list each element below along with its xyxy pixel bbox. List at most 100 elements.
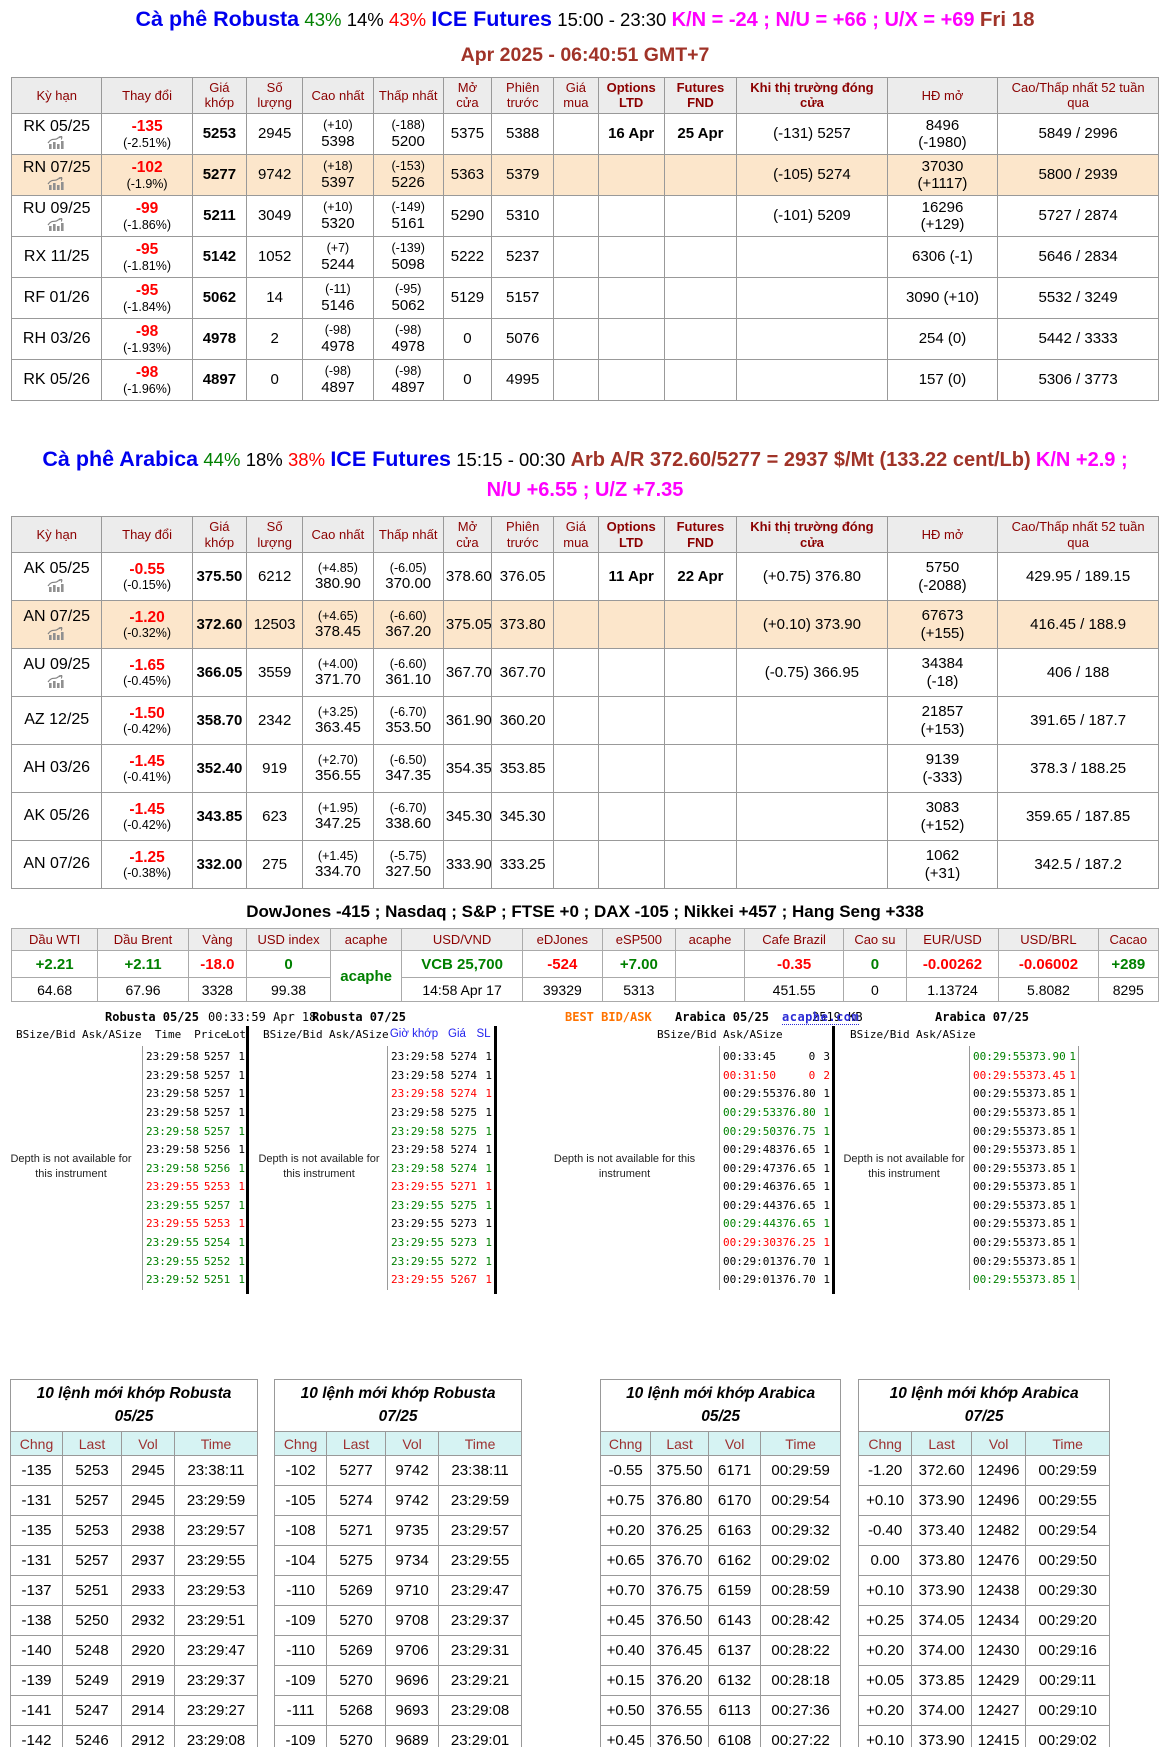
trade-time: 00:29:20: [1025, 1605, 1111, 1637]
tick-row: 23:29:58 5257 1: [143, 1123, 247, 1142]
high-value: 5244: [321, 255, 355, 273]
index-change: -524: [521, 950, 603, 979]
trade-row: +0.20 374.00 12427 00:29:10: [858, 1695, 1111, 1727]
depth-not-available-message: Depth is not available for this instrume…: [258, 1153, 380, 1180]
tick-row: 00:29:30 376.25 1: [720, 1234, 832, 1253]
tick-time: 00:33:45: [723, 1050, 776, 1064]
tick-price: 5274: [450, 1143, 478, 1157]
high-value: 4897: [321, 378, 355, 396]
oi-value: 8496: [925, 116, 960, 134]
tick-row: 00:29:46 376.65 1: [720, 1178, 832, 1197]
arabica-pct-green: 44%: [203, 448, 241, 470]
robusta-pct-black: 14%: [346, 9, 384, 30]
tick-lot: 1: [1069, 1105, 1076, 1119]
tick-price: 373.85: [1025, 1143, 1066, 1157]
cell-options-ltd: [597, 696, 665, 746]
cell-52w-range: 5646 / 2834: [997, 235, 1159, 278]
tick-row: 00:29:55 373.85 1: [970, 1123, 1078, 1142]
market-depth-section: Robusta 05/25 00:33:59 Apr 18 Robusta 07/2…: [0, 1010, 1170, 1295]
trade-last: 376.20: [650, 1665, 710, 1697]
tick-row: 00:29:55 373.85 1: [970, 1197, 1078, 1216]
trade-time: 00:29:30: [1025, 1575, 1111, 1607]
column-header: Kỳ hạn: [10, 76, 103, 114]
mini-chart-icon[interactable]: [14, 176, 99, 191]
cell-high: (+1.95) 347.25: [302, 792, 374, 842]
arabica-pct-red: 38%: [288, 448, 326, 470]
tick-row: 23:29:55 5252 1: [143, 1253, 247, 1272]
high-value: 5398: [321, 132, 355, 150]
depth-panel: BSize/Bid Ask/ASize 00:29:55 373.90 1 00:29:5…: [835, 1028, 1079, 1290]
trade-last: 376.70: [650, 1545, 710, 1577]
trade-row: +0.70 376.75 6159 00:28:59: [600, 1575, 842, 1607]
trades-title: 10 lệnh mới khớp Arabica: [889, 1385, 1079, 1403]
trade-vol: 2945: [121, 1455, 175, 1487]
tick-price: 5257: [203, 1068, 231, 1082]
depth-panel: BSize/Bid Ask/ASize Giờ khớp Giá SL 23:29:58 5…: [249, 1028, 494, 1290]
trades-column-header: Chng: [274, 1431, 328, 1457]
futures-row: RX 11/25 -95 (-1.81%) 5142 1052 (+7) 5244 (-139…: [10, 235, 1159, 278]
tick-time: 00:29:55: [973, 1217, 1026, 1231]
trade-time: 00:27:36: [760, 1695, 842, 1727]
tick-price: 5272: [450, 1254, 478, 1268]
tick-row: 00:29:44 376.65 1: [720, 1215, 832, 1234]
trades-column-header: Last: [911, 1431, 973, 1457]
high-delta: (+18): [323, 159, 353, 174]
cell-52w-range: 391.65 / 187.7: [997, 696, 1159, 746]
tick-row: 23:29:55 5272 1: [388, 1253, 495, 1272]
change-value: -1.50: [129, 704, 165, 722]
tick-time: 23:29:58: [146, 1143, 199, 1157]
acaphe-watermark: acaphe.com: [782, 1010, 860, 1026]
cell-futures-fnd: [663, 317, 738, 360]
mini-chart-icon[interactable]: [14, 578, 99, 593]
trade-change: +0.15: [600, 1665, 652, 1697]
tick-price: 376.65: [775, 1161, 816, 1175]
cell-52w-range: 5849 / 2996: [997, 112, 1159, 155]
trade-last: 376.80: [650, 1485, 710, 1517]
trades-title-cell: 10 lệnh mới khớp Robusta 05/25: [9, 1379, 259, 1433]
column-header: Thấp nhất: [372, 76, 444, 114]
futures-row: AN 07/25 -1.20 (-0.32%) 372.60 12503 (+4.65) 3…: [10, 600, 1159, 650]
high-delta: (-98): [324, 323, 352, 338]
cell-low: (-6.60) 367.20: [372, 600, 444, 650]
tick-lot: 1: [238, 1087, 245, 1101]
mini-chart-icon[interactable]: [14, 626, 99, 641]
cell-options-ltd: [597, 648, 665, 698]
column-header: Mở cửa: [442, 515, 493, 554]
trade-vol: 2945: [121, 1485, 175, 1517]
column-header: Khi thị trường đóng cửa: [736, 76, 888, 114]
tick-row: 00:29:01 376.70 1: [720, 1271, 832, 1290]
cell-high: (+18) 5397: [302, 153, 374, 196]
trade-time: 23:29:47: [173, 1635, 259, 1667]
cell-volume: 2945: [246, 112, 304, 155]
trade-vol: 6162: [708, 1545, 762, 1577]
cell-futures-fnd: [663, 276, 738, 319]
trade-change: +0.10: [858, 1485, 913, 1517]
trade-vol: 12482: [971, 1515, 1027, 1547]
trades-header-row: Chng Last Vol Time: [10, 1431, 259, 1457]
cell-52w-range: 416.45 / 188.9: [997, 600, 1159, 650]
depth-not-available-message: Depth is not available for this instrume…: [10, 1153, 132, 1180]
tick-price: 5257: [203, 1087, 231, 1101]
futures-row: RF 01/26 -95 (-1.84%) 5062 14 (-11) 5146 (-95) 5…: [10, 276, 1159, 319]
cell-options-ltd: [597, 358, 665, 401]
column-header: Options LTD: [597, 515, 665, 554]
tick-row: 23:29:55 5273 1: [388, 1215, 495, 1234]
tick-time: 23:29:55: [391, 1273, 444, 1287]
oi-delta: (+152): [920, 816, 965, 834]
oi-value: 9139: [925, 751, 960, 769]
tick-row: 23:29:58 5275 1: [388, 1123, 495, 1142]
tick-price: 5251: [203, 1273, 231, 1287]
cell-low: (-6.70) 353.50: [372, 696, 444, 746]
trade-last: 5274: [326, 1485, 387, 1517]
oi-delta: (+155): [920, 624, 965, 642]
tick-price: 0: [808, 1050, 816, 1064]
trade-last: 5257: [62, 1485, 122, 1517]
tick-time: 23:29:52: [146, 1273, 199, 1287]
low-value: 347.35: [385, 767, 432, 785]
mini-chart-icon[interactable]: [14, 217, 99, 232]
trade-change: -110: [274, 1575, 328, 1607]
mini-chart-icon[interactable]: [14, 135, 99, 150]
index-label: Vàng: [187, 928, 247, 952]
column-header: Cao nhất: [302, 76, 374, 114]
mini-chart-icon[interactable]: [14, 674, 99, 689]
